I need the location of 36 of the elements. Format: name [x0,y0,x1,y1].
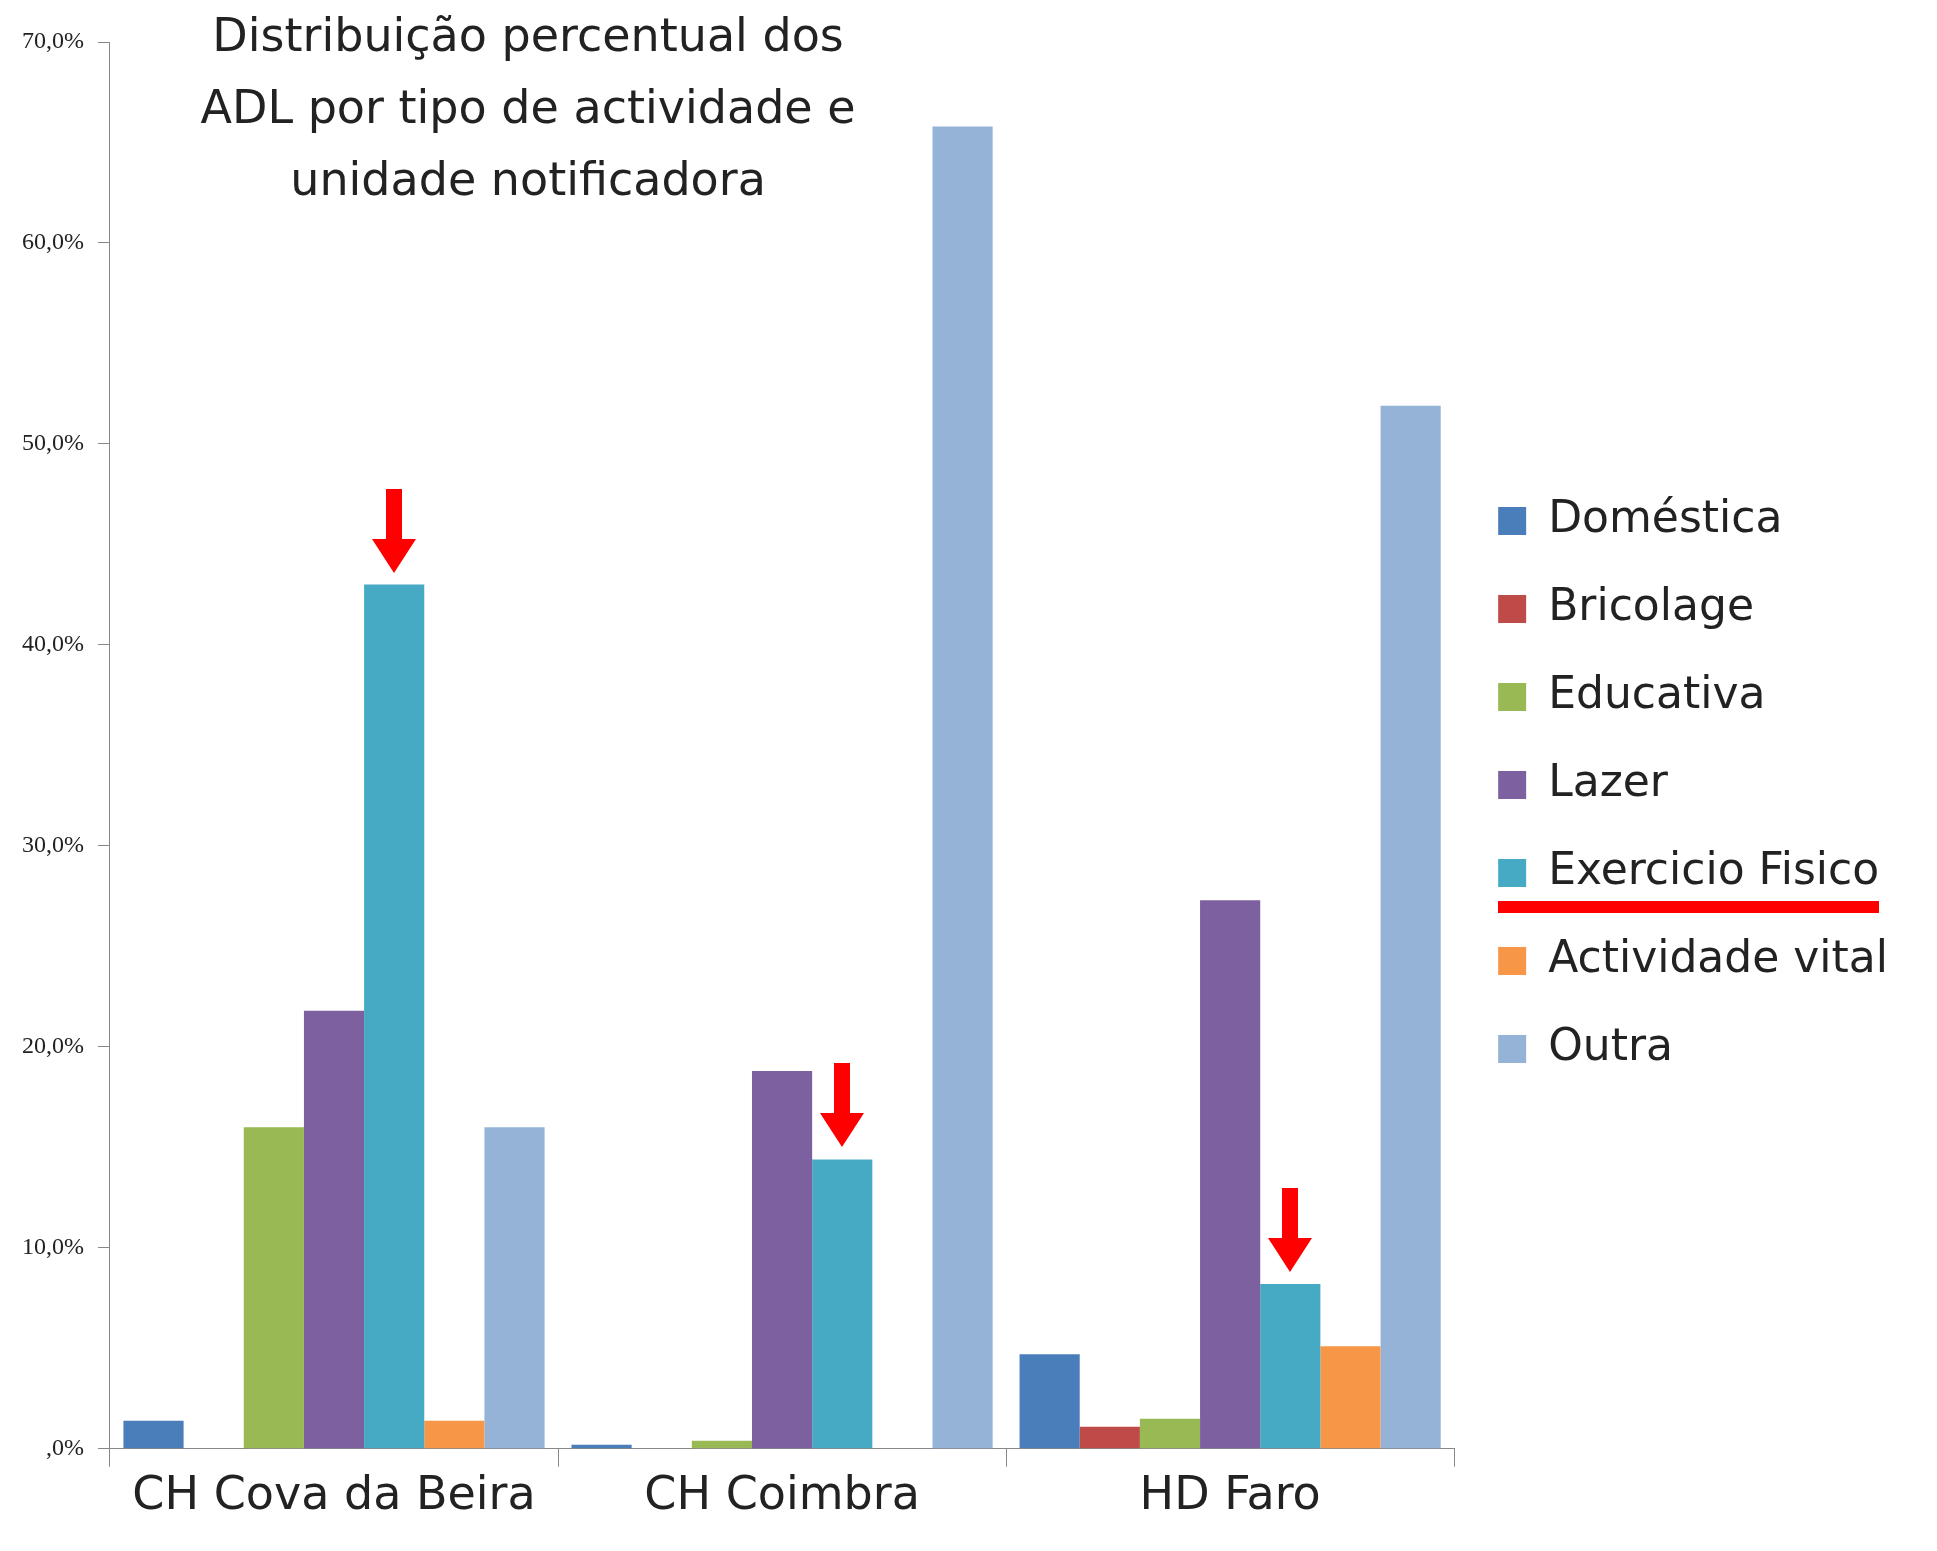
bar [1380,405,1441,1449]
x-tick-label: CH Cova da Beira [132,1466,536,1521]
y-tick-label: 40,0% [21,630,84,657]
y-tick-label: 60,0% [21,228,84,255]
legend-label: Lazer [1548,755,1669,807]
legend-label: Doméstica [1548,491,1783,543]
y-tick-label: 30,0% [21,831,84,858]
bar [751,1070,813,1449]
x-tick-label: CH Coimbra [644,1466,920,1521]
legend-label: Bricolage [1548,579,1754,631]
legend-label: Exercicio Fisico [1548,843,1880,895]
bar [1200,900,1261,1449]
y-tick-label: 10,0% [21,1233,84,1260]
legend-label: Outra [1548,1019,1673,1071]
y-tick-label: 20,0% [21,1032,84,1059]
legend-label: Educativa [1548,667,1766,719]
bar [1079,1426,1140,1449]
bar [1260,1284,1321,1449]
y-tick-label: 50,0% [21,429,84,456]
bar [364,584,425,1449]
bar [484,1127,545,1449]
y-tick-label: 70,0% [21,27,84,54]
bar [123,1420,184,1449]
bar [243,1127,304,1449]
bar [691,1440,752,1449]
y-tick-label: ,0% [45,1434,84,1461]
bar [1139,1418,1201,1449]
text: Distribuição percentual dos ADL por tipo de actividade e unidade notificadora [200,7,856,206]
bar [932,126,993,1449]
bar [812,1159,873,1449]
legend-label: Actividade vital [1548,931,1888,983]
x-tick-label: HD Faro [1139,1466,1321,1521]
bar [303,1010,365,1449]
bar [424,1420,485,1449]
bar [1019,1354,1080,1449]
bar [1320,1346,1381,1449]
